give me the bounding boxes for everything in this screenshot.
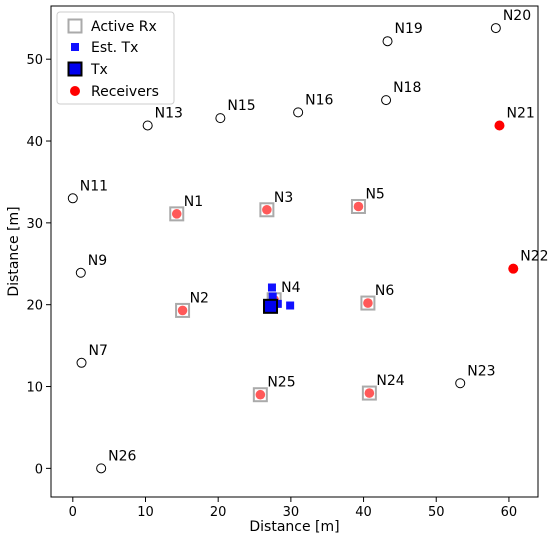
legend-marker-est-tx [71, 43, 79, 51]
receiver-point [353, 201, 364, 212]
plot-area: 0 10 20 30 40 50 60 0 10 20 30 40 50 N1 N2 N3 N4 N5 N6 N7 N9… [26, 5, 549, 520]
x-tick-label: 10 [137, 505, 154, 520]
node-point [76, 357, 87, 368]
x-tick-label: 60 [501, 505, 518, 520]
legend: Active Rx Est. Tx Tx Receivers [56, 11, 175, 105]
legend-marker-active-rx [67, 18, 83, 34]
node-label: N7 [89, 343, 108, 359]
est-tx-point [267, 283, 276, 292]
node-label: N5 [365, 186, 384, 202]
y-tick-label: 0 [35, 462, 43, 477]
x-tick-label: 30 [283, 505, 300, 520]
legend-label: Receivers [91, 84, 159, 100]
node-point [382, 36, 393, 47]
receiver-point [364, 388, 375, 398]
node-label: N21 [506, 105, 534, 121]
receiver-point [177, 305, 188, 316]
node-point [381, 95, 392, 106]
receiver-point [494, 120, 505, 131]
node-label: N16 [305, 92, 333, 108]
node-label: N20 [503, 8, 531, 24]
node-point [455, 378, 466, 389]
node-label: N26 [108, 448, 136, 464]
node-point [490, 23, 501, 34]
y-tick-label: 30 [26, 217, 43, 232]
node-label: N22 [520, 249, 548, 265]
y-tick-label: 10 [26, 381, 43, 396]
node-label: N15 [227, 98, 255, 114]
node-label: N4 [281, 280, 300, 296]
node-label: N2 [190, 290, 209, 306]
legend-marker-receivers [70, 86, 80, 96]
node-label: N9 [88, 253, 107, 269]
legend-marker-tx [67, 61, 83, 77]
node-point [215, 113, 226, 124]
node-label: N13 [155, 105, 183, 121]
node-label: N19 [395, 21, 423, 37]
active-rx-marker [350, 198, 366, 214]
y-tick-label: 50 [26, 53, 43, 68]
node-label: N6 [375, 283, 394, 299]
active-rx-marker [360, 295, 376, 311]
active-rx-marker [252, 387, 268, 403]
receiver-point [262, 204, 272, 215]
est-tx-point [286, 301, 295, 310]
node-label: N24 [376, 373, 404, 389]
y-tick-label: 20 [26, 299, 43, 314]
plot-frame [50, 5, 539, 498]
active-rx-marker [175, 302, 191, 318]
legend-label: Active Rx [91, 19, 157, 35]
active-rx-marker [169, 206, 185, 222]
node-label: N18 [393, 80, 421, 96]
node-point [293, 107, 304, 118]
y-axis-label: Distance [m] [6, 206, 22, 296]
active-rx-marker [361, 385, 377, 401]
legend-label: Tx [90, 62, 108, 78]
node-point [96, 463, 107, 474]
x-tick-label: 40 [355, 505, 372, 520]
receiver-point [255, 389, 266, 400]
node-label: N25 [267, 375, 295, 391]
x-tick-label: 20 [210, 505, 227, 520]
legend-box [56, 11, 175, 105]
node-label: N23 [467, 363, 495, 379]
est-tx-point [268, 292, 277, 301]
node-label: N11 [80, 178, 108, 194]
receiver-point [171, 209, 182, 219]
node-point [75, 267, 86, 278]
receiver-point [508, 263, 519, 274]
y-tick-label: 40 [26, 135, 43, 150]
active-rx-marker [259, 202, 275, 218]
x-tick-label: 50 [428, 505, 445, 520]
receiver-point [363, 298, 373, 308]
x-tick-label: 0 [69, 505, 77, 520]
node-label: N1 [184, 194, 203, 210]
legend-label: Est. Tx [91, 40, 138, 56]
node-label: N3 [274, 190, 293, 206]
node-point [67, 193, 78, 204]
x-axis-label: Distance [m] [249, 519, 339, 535]
node-point [142, 120, 153, 131]
tx-point [263, 298, 279, 314]
